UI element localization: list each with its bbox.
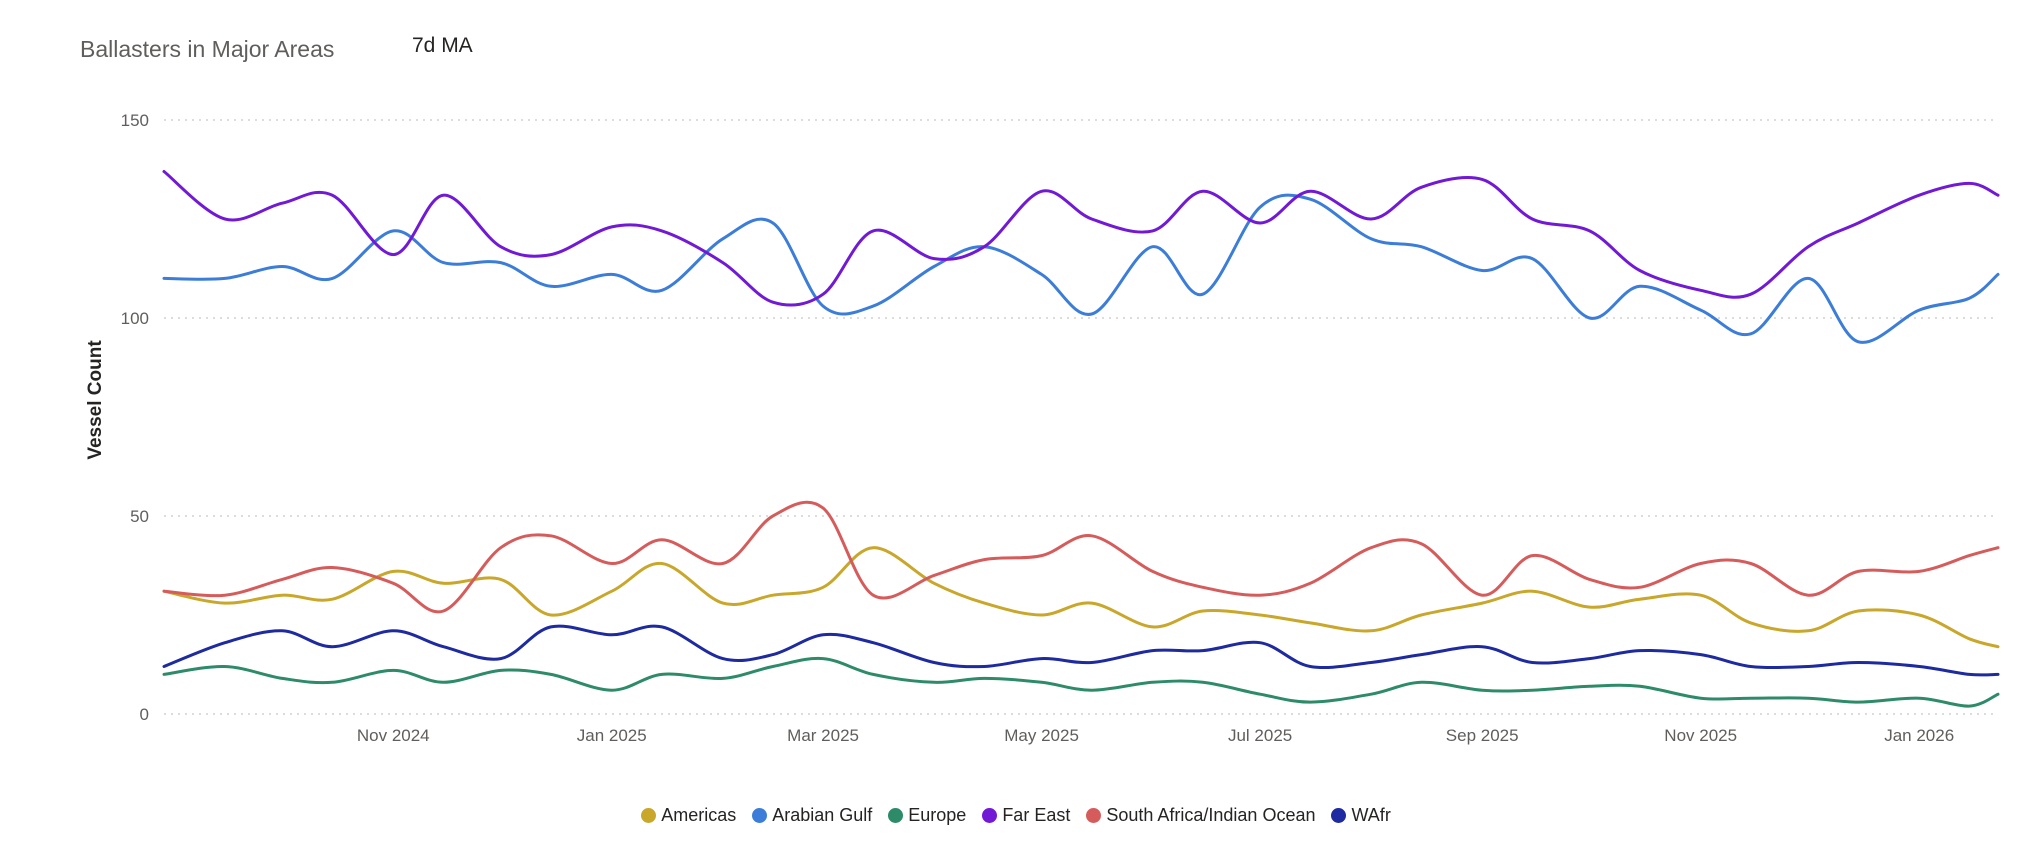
x-axis-ticks: Nov 2024 Jan 2025 Mar 2025 May 2025 Jul 2025…	[357, 726, 1954, 745]
y-axis-label: Vessel Count	[85, 340, 106, 460]
legend-item-europe[interactable]: Europe	[888, 805, 966, 826]
legend-label: Europe	[908, 805, 967, 825]
x-tick-label: Nov 2025	[1664, 726, 1737, 745]
series-lines	[162, 170, 2000, 708]
y-axis-ticks: 0 50 100 150	[121, 111, 149, 724]
legend-label: Far East	[1002, 805, 1071, 825]
x-tick-label: May 2025	[1004, 726, 1079, 745]
y-tick-label: 0	[140, 705, 149, 724]
chart-subtitle: 7d MA	[412, 34, 473, 57]
series-line-arabian-gulf[interactable]	[162, 193, 2000, 344]
y-tick-label: 150	[121, 111, 149, 130]
legend-label: South Africa/Indian Ocean	[1106, 805, 1316, 825]
x-tick-label: Nov 2024	[357, 726, 430, 745]
gridlines	[164, 119, 1998, 715]
x-tick-label: Jan 2026	[1884, 726, 1954, 745]
chart-title: Ballasters in Major Areas	[80, 36, 335, 62]
series-line-americas[interactable]	[162, 546, 2000, 649]
y-tick-label: 50	[130, 507, 149, 526]
legend-label: Arabian Gulf	[772, 805, 873, 825]
legend-item-south-africa-indian-ocean[interactable]: South Africa/Indian Ocean	[1086, 805, 1315, 826]
legend-item-far-east[interactable]: Far East	[982, 805, 1070, 826]
y-tick-label: 100	[121, 309, 149, 328]
series-line-europe[interactable]	[162, 656, 2000, 708]
legend-marker-icon	[982, 808, 998, 823]
legend-label: Americas	[661, 805, 737, 825]
series-line-south-africa-indian-ocean[interactable]	[162, 500, 2000, 614]
legend-item-arabian-gulf[interactable]: Arabian Gulf	[752, 805, 872, 826]
legend-marker-icon	[641, 808, 657, 823]
x-tick-label: Jan 2025	[577, 726, 647, 745]
x-tick-label: Mar 2025	[787, 726, 859, 745]
legend-item-wafr[interactable]: WAfr	[1331, 805, 1391, 826]
legend-marker-icon	[1331, 808, 1347, 823]
series-line-far-east[interactable]	[162, 170, 2000, 307]
x-tick-label: Sep 2025	[1446, 726, 1519, 745]
legend-marker-icon	[888, 808, 904, 823]
legend: Americas Arabian Gulf Europe Far East South …	[0, 805, 2032, 826]
legend-marker-icon	[1086, 808, 1102, 823]
legend-item-americas[interactable]: Americas	[641, 805, 736, 826]
legend-marker-icon	[752, 808, 768, 823]
series-line-wafr[interactable]	[162, 624, 2000, 677]
legend-label: WAfr	[1351, 805, 1391, 825]
x-tick-label: Jul 2025	[1228, 726, 1292, 745]
